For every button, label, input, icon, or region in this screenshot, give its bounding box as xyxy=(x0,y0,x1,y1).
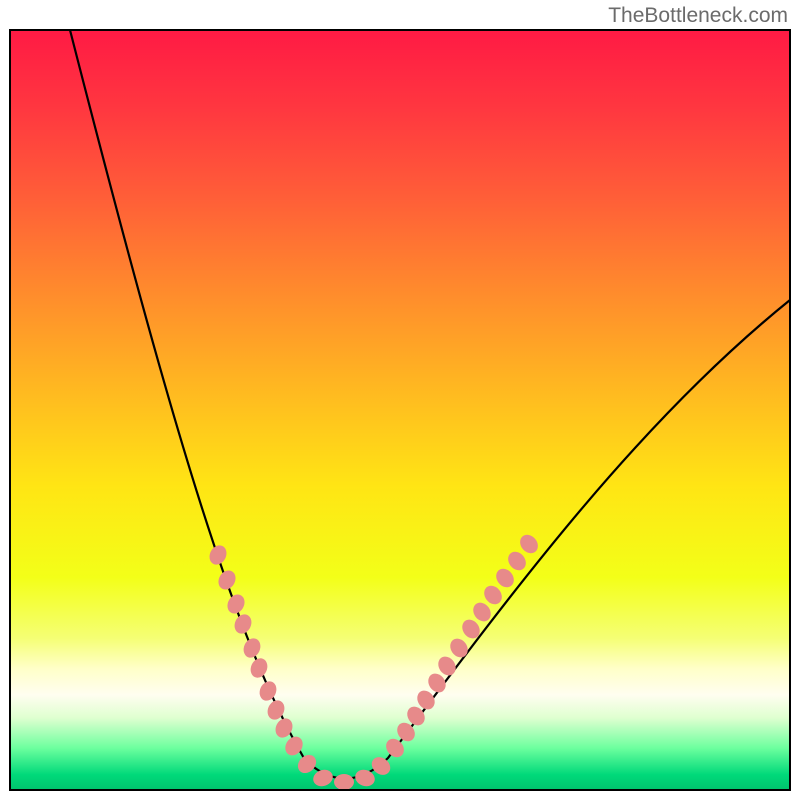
plot-background xyxy=(10,30,790,790)
bottleneck-chart xyxy=(0,0,800,800)
curve-marker xyxy=(334,774,354,790)
watermark-text: TheBottleneck.com xyxy=(608,4,788,28)
